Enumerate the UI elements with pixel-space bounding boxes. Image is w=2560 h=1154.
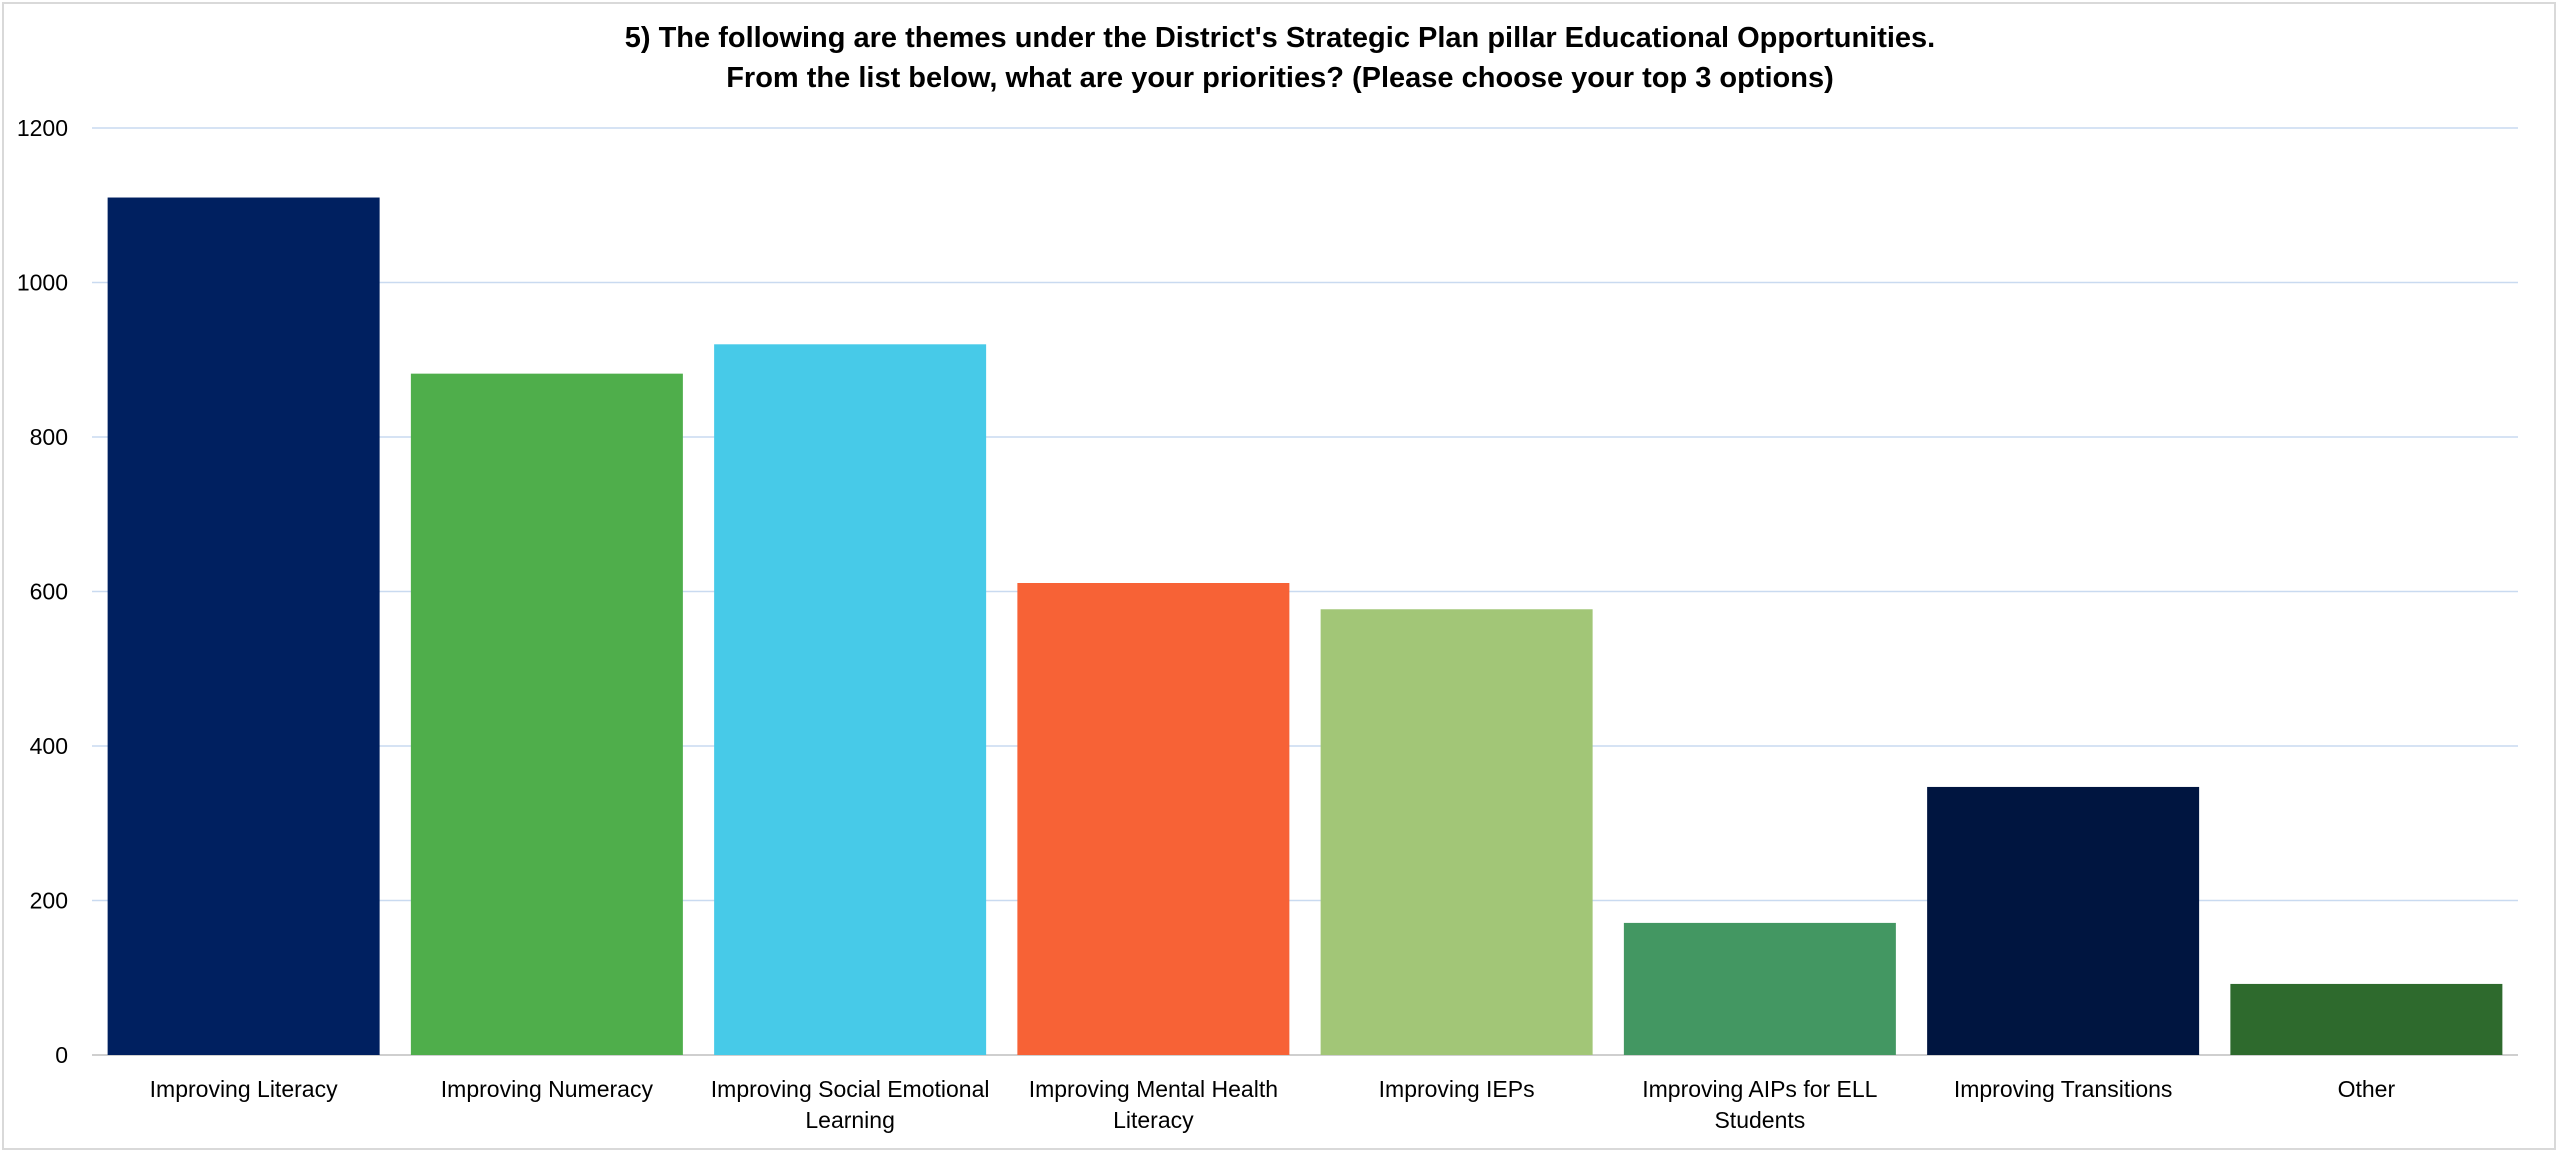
x-tick-label-line: Improving Numeracy — [441, 1076, 654, 1102]
y-tick-label: 200 — [30, 888, 68, 914]
x-tick-label-line: Improving Literacy — [150, 1076, 338, 1102]
bar — [1927, 786, 2200, 1055]
x-tick-label-line: Improving Social Emotional — [711, 1076, 990, 1102]
bar — [1017, 583, 1290, 1055]
x-tick-label-line: Learning — [805, 1107, 895, 1133]
y-tick-label: 1200 — [17, 115, 68, 141]
x-tick-label: Improving Social Emotional Learning — [711, 1076, 990, 1133]
x-tick-label-line: Improving AIPs for ELL — [1642, 1076, 1877, 1102]
bar — [1320, 609, 1593, 1055]
x-tick-label-line: Students — [1714, 1107, 1805, 1133]
x-tick-label: Improving AIPs for ELL Students — [1642, 1076, 1877, 1133]
x-tick-label-line: Improving Mental Health — [1029, 1076, 1278, 1102]
x-tick-label: Improving Numeracy — [441, 1076, 654, 1102]
bar — [410, 373, 683, 1055]
y-tick-label: 400 — [30, 733, 68, 759]
y-tick-label: 1000 — [17, 270, 68, 296]
y-tick-label: 600 — [30, 579, 68, 605]
y-tick-label: 800 — [30, 424, 68, 450]
bar — [1623, 922, 1896, 1055]
x-tick-label: Improving IEPs — [1379, 1076, 1535, 1102]
x-tick-label: Improving Literacy — [150, 1076, 338, 1102]
x-tick-label-line: Improving Transitions — [1954, 1076, 2173, 1102]
y-axis-tick-labels: 0 200 400 600 800 1000 1200 — [17, 115, 68, 1068]
bars — [107, 197, 2503, 1055]
chart-title-line-2: From the list below, what are your prior… — [726, 62, 1834, 94]
chart-title: 5) The following are themes under the Di… — [0, 18, 2560, 98]
bar — [714, 344, 987, 1055]
chart-title-line-1: 5) The following are themes under the Di… — [624, 22, 1936, 54]
bar — [2230, 983, 2503, 1055]
y-tick-label: 0 — [55, 1042, 68, 1068]
x-tick-label-line: Literacy — [1113, 1107, 1194, 1133]
x-tick-label: Improving Mental Health Literacy — [1029, 1076, 1278, 1133]
x-tick-label-line: Improving IEPs — [1379, 1076, 1535, 1102]
x-tick-label-line: Other — [2338, 1076, 2396, 1102]
bar — [107, 197, 380, 1055]
x-tick-label: Other — [2338, 1076, 2396, 1102]
x-tick-label: Improving Transitions — [1954, 1076, 2173, 1102]
x-axis-category-labels: Improving Literacy Improving Numeracy Impr… — [150, 1076, 2396, 1133]
